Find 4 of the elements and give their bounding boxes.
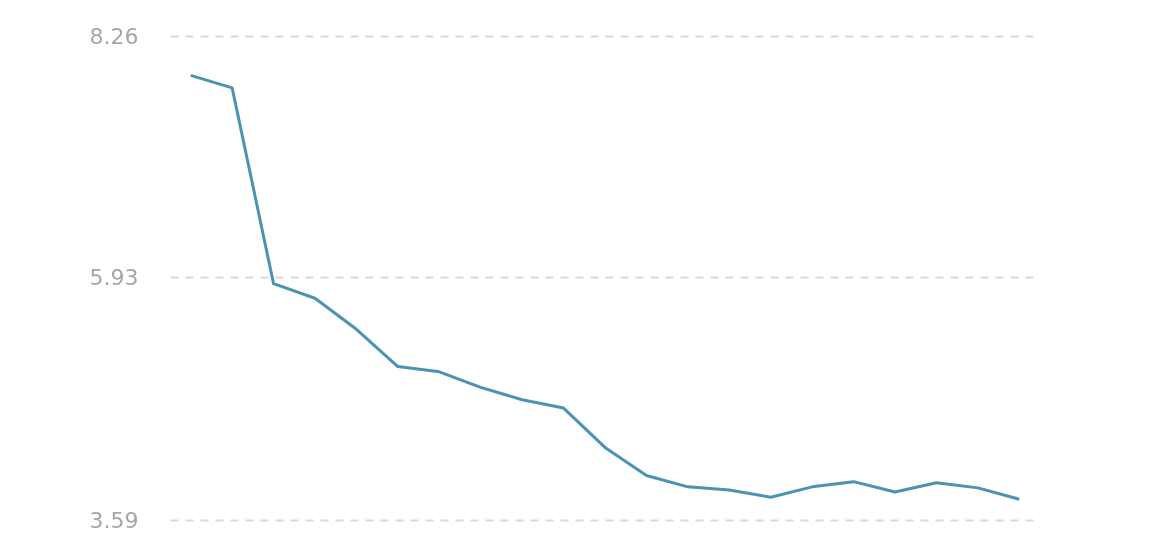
y-tick-label: 5.93 (89, 264, 139, 290)
line-series (189, 73, 1021, 501)
y-tick-label: 3.59 (89, 507, 139, 533)
y-tick-label: 8.26 (89, 23, 139, 49)
